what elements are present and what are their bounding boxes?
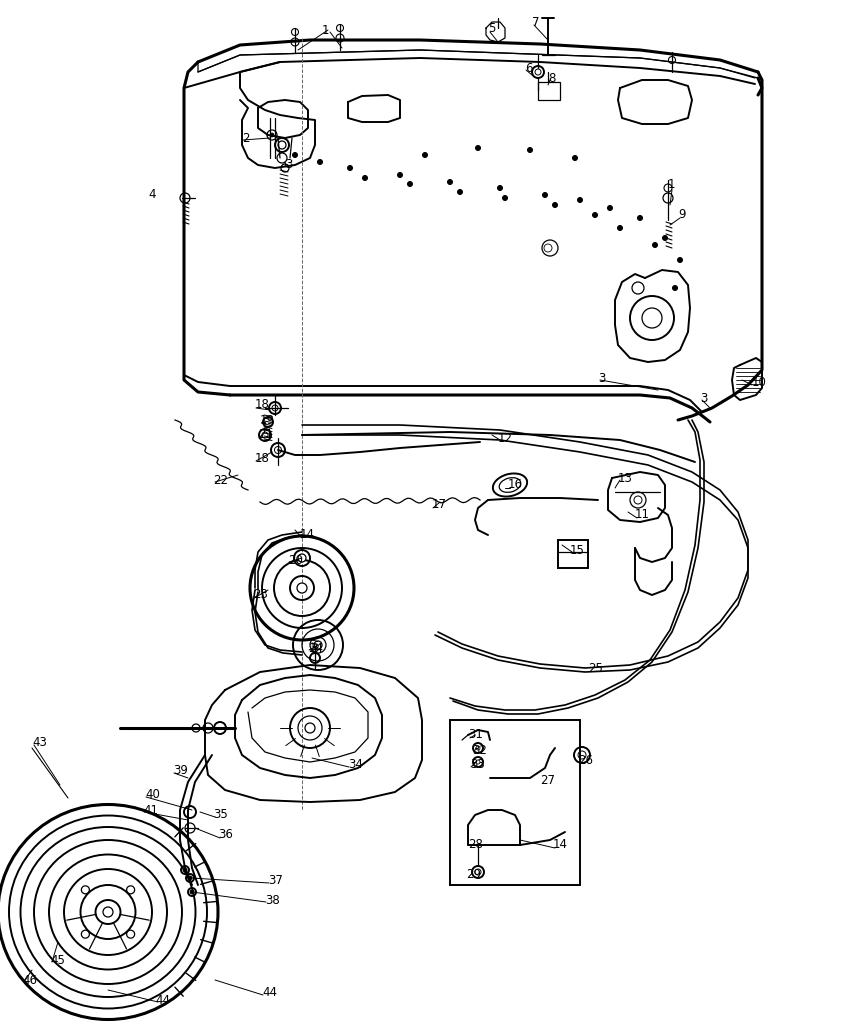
Circle shape bbox=[408, 181, 412, 186]
Text: 6: 6 bbox=[525, 61, 533, 75]
Text: 46: 46 bbox=[22, 974, 37, 986]
Circle shape bbox=[305, 723, 315, 733]
Circle shape bbox=[183, 868, 187, 872]
Circle shape bbox=[607, 206, 612, 211]
Text: 22: 22 bbox=[213, 473, 228, 486]
Text: 7: 7 bbox=[532, 15, 539, 29]
Text: 36: 36 bbox=[218, 828, 233, 842]
Text: 5: 5 bbox=[488, 22, 495, 35]
Text: 44: 44 bbox=[262, 985, 277, 998]
Circle shape bbox=[398, 172, 403, 177]
Text: 14: 14 bbox=[300, 528, 315, 542]
Text: 14: 14 bbox=[553, 839, 568, 852]
Text: 35: 35 bbox=[213, 809, 228, 821]
Text: 38: 38 bbox=[265, 894, 280, 906]
Text: 1: 1 bbox=[322, 24, 330, 37]
Text: 41: 41 bbox=[143, 804, 158, 816]
Text: 32: 32 bbox=[472, 743, 487, 757]
Circle shape bbox=[577, 198, 583, 203]
Text: 2: 2 bbox=[310, 641, 317, 654]
Circle shape bbox=[617, 225, 622, 230]
Text: 12: 12 bbox=[498, 431, 513, 444]
Bar bbox=[450, 720, 580, 885]
Circle shape bbox=[348, 166, 353, 171]
Text: 3: 3 bbox=[700, 391, 707, 404]
Text: 17: 17 bbox=[432, 499, 447, 512]
Text: 19: 19 bbox=[260, 414, 275, 427]
Circle shape bbox=[662, 236, 667, 241]
Circle shape bbox=[553, 203, 557, 208]
Text: 39: 39 bbox=[173, 764, 188, 776]
Circle shape bbox=[678, 257, 683, 262]
Text: 33: 33 bbox=[470, 759, 485, 771]
Text: 45: 45 bbox=[50, 953, 65, 967]
Text: 18: 18 bbox=[255, 398, 270, 412]
Circle shape bbox=[498, 185, 503, 190]
Text: 23: 23 bbox=[253, 589, 268, 601]
Text: 25: 25 bbox=[588, 662, 603, 675]
Text: 3: 3 bbox=[285, 159, 293, 171]
Circle shape bbox=[593, 213, 598, 217]
Circle shape bbox=[672, 286, 678, 291]
Text: 15: 15 bbox=[570, 544, 585, 556]
Text: 1: 1 bbox=[668, 178, 676, 191]
Text: 4: 4 bbox=[148, 188, 155, 202]
Circle shape bbox=[458, 189, 462, 195]
Text: 9: 9 bbox=[678, 209, 685, 221]
Circle shape bbox=[314, 641, 322, 649]
Text: 21: 21 bbox=[258, 428, 273, 441]
Circle shape bbox=[543, 193, 548, 198]
Circle shape bbox=[190, 890, 194, 894]
Text: 3: 3 bbox=[598, 372, 605, 384]
Circle shape bbox=[527, 147, 533, 153]
Circle shape bbox=[103, 907, 113, 918]
Text: 11: 11 bbox=[635, 509, 650, 521]
Text: 29: 29 bbox=[466, 868, 481, 882]
Circle shape bbox=[448, 179, 453, 184]
Text: 28: 28 bbox=[468, 839, 483, 852]
Text: 13: 13 bbox=[618, 471, 633, 484]
Circle shape bbox=[422, 153, 427, 158]
Circle shape bbox=[503, 196, 507, 201]
Circle shape bbox=[572, 156, 577, 161]
Bar bbox=[538, 82, 560, 100]
Circle shape bbox=[270, 133, 274, 137]
Circle shape bbox=[297, 583, 307, 593]
Circle shape bbox=[638, 215, 643, 220]
Text: 2: 2 bbox=[242, 131, 249, 144]
Bar bbox=[558, 540, 588, 568]
Text: 26: 26 bbox=[578, 754, 593, 767]
Text: 43: 43 bbox=[32, 735, 47, 749]
Text: 37: 37 bbox=[268, 873, 283, 887]
Text: 8: 8 bbox=[548, 72, 555, 85]
Circle shape bbox=[652, 243, 657, 248]
Text: 24: 24 bbox=[308, 641, 323, 654]
Text: 44: 44 bbox=[155, 993, 170, 1007]
Circle shape bbox=[317, 160, 322, 165]
Circle shape bbox=[476, 145, 481, 151]
Circle shape bbox=[293, 153, 298, 158]
Text: 34: 34 bbox=[348, 759, 363, 771]
Circle shape bbox=[188, 876, 192, 880]
Text: 20: 20 bbox=[288, 554, 303, 566]
Circle shape bbox=[298, 554, 306, 562]
Text: 16: 16 bbox=[508, 478, 523, 492]
Text: 31: 31 bbox=[468, 728, 483, 741]
Text: 18: 18 bbox=[255, 452, 270, 465]
Circle shape bbox=[362, 175, 367, 180]
Text: 40: 40 bbox=[145, 788, 160, 802]
Text: 27: 27 bbox=[540, 773, 555, 786]
Text: 10: 10 bbox=[752, 376, 767, 388]
